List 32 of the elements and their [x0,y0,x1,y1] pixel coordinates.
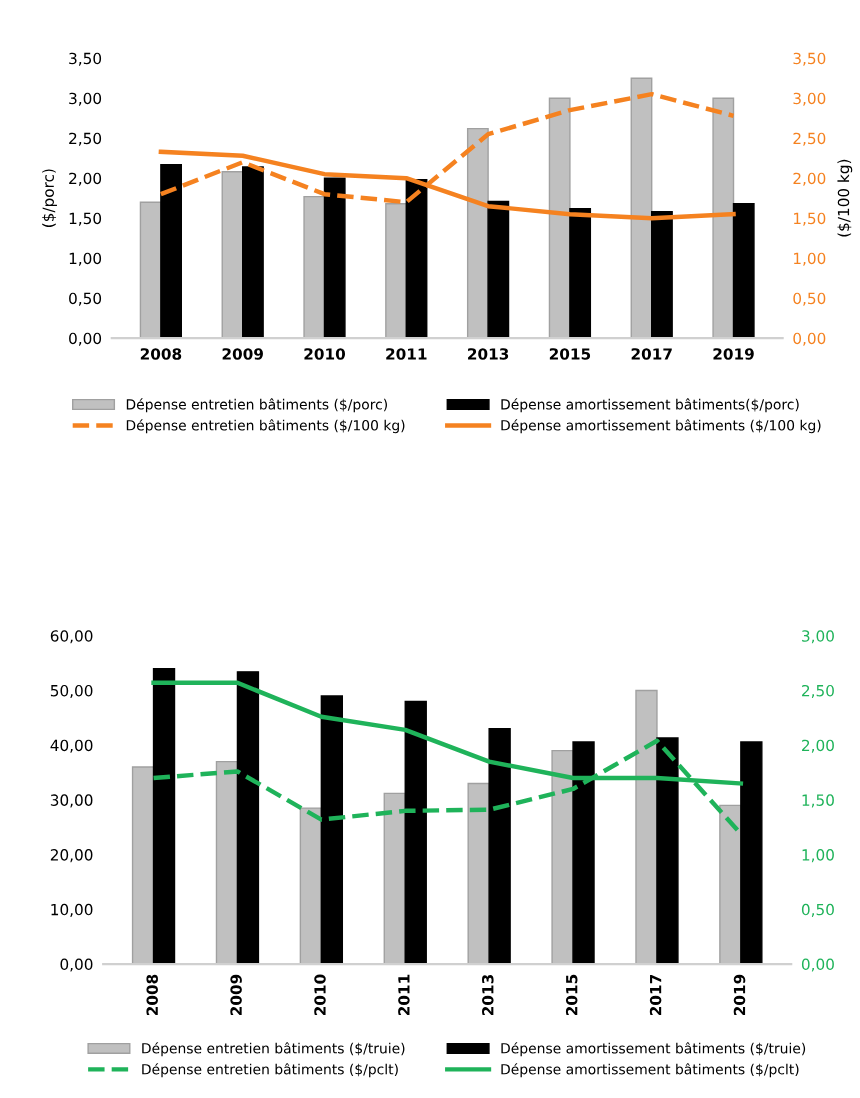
bar [719,804,742,965]
bar [139,201,162,339]
bar [303,195,326,339]
bar [323,177,346,339]
bar [656,737,679,965]
bar [488,728,511,965]
bar [385,203,407,339]
bar [299,807,323,965]
bar [236,671,260,965]
bar [548,97,571,339]
bar [635,689,658,965]
bar [712,97,735,339]
bar [405,179,428,339]
bar [131,766,155,965]
bar [241,166,264,339]
bar [320,695,344,965]
bar [740,741,763,965]
bar [467,782,490,965]
bar [215,760,239,965]
bar [569,207,592,339]
bar [572,741,595,965]
bar [551,749,574,965]
bar [160,163,183,339]
bar [466,127,489,339]
bar [383,792,406,965]
bar [152,667,176,965]
bar [404,700,427,965]
bar [651,211,673,339]
bar [732,203,755,339]
bar [487,200,510,339]
bar [630,77,653,339]
bar [221,171,244,339]
